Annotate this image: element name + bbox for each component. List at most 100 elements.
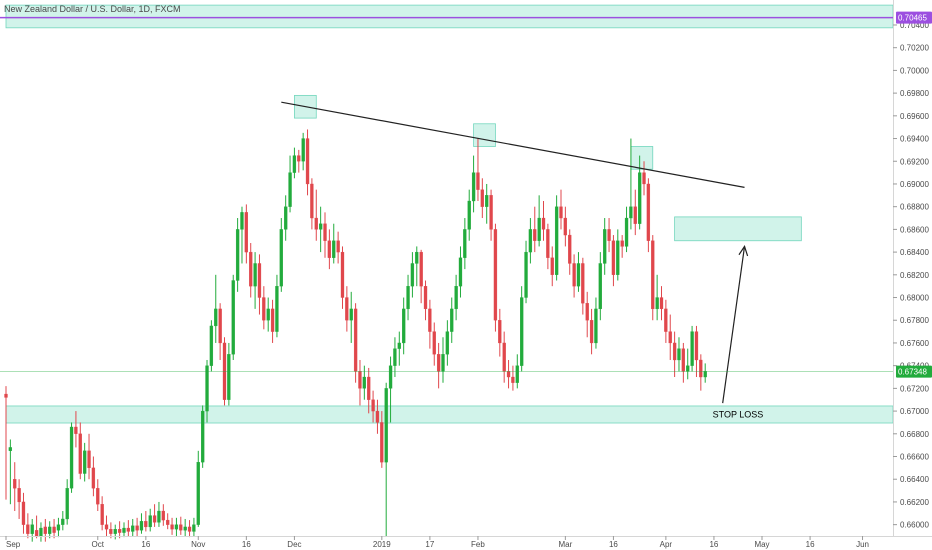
time-axis[interactable]: Sep Oct 16 Nov 16 Dec 2019 17 Feb Mar 16 Apr 16 May 16…: [5, 536, 869, 549]
candle-body: [393, 348, 397, 366]
price-tick-label: 0.66400: [900, 475, 929, 484]
candle-body: [520, 297, 524, 366]
candle-body: [13, 479, 17, 489]
candle-body: [454, 286, 458, 310]
time-tick-label: Feb: [471, 540, 485, 549]
time-tick-label: 16: [609, 540, 618, 549]
candle-body: [554, 206, 559, 275]
candle-body: [380, 422, 384, 463]
price-tick-label: 0.67200: [900, 384, 929, 393]
candle-body: [611, 240, 616, 275]
price-tick-label: 0.69000: [900, 180, 929, 189]
candle-body: [353, 308, 358, 372]
candle-body: [432, 331, 436, 355]
peak-box-2: [473, 123, 496, 147]
candle-body: [502, 342, 506, 372]
candle-body: [515, 365, 519, 383]
candle-body: [117, 529, 122, 533]
candle-body: [292, 155, 297, 173]
time-tick-label: Apr: [660, 540, 673, 549]
candle-body: [240, 212, 244, 230]
candle-body: [275, 286, 279, 332]
candle-body: [572, 263, 576, 287]
candle-body: [616, 240, 620, 275]
candle-body: [109, 529, 113, 534]
price-tick-label: 0.69600: [900, 112, 929, 121]
candle-body: [415, 251, 419, 264]
candle-body: [310, 183, 314, 219]
candle-body: [179, 524, 183, 531]
candle-body: [34, 530, 39, 537]
candle-body: [144, 521, 148, 528]
candle-body: [214, 308, 218, 327]
time-tick-label: Nov: [191, 540, 205, 549]
candle-body: [135, 525, 139, 531]
time-tick-label: Dec: [287, 540, 301, 549]
time-tick-label: 16: [709, 540, 718, 549]
candle-body: [541, 217, 546, 230]
candle-body: [301, 138, 305, 162]
candle-body: [270, 308, 275, 332]
candle-body: [39, 527, 43, 537]
candle-body: [253, 263, 257, 287]
candle-body: [161, 510, 165, 521]
target-zone: [674, 216, 802, 242]
candle-body: [83, 450, 87, 474]
price-tick-label: 0.70200: [900, 44, 929, 53]
time-tick-label: Jun: [856, 540, 869, 549]
candle-body: [690, 331, 694, 366]
current-price-tag: [896, 365, 932, 378]
price-tick-label: 0.67600: [900, 339, 929, 348]
candle-body: [375, 410, 380, 423]
peak-box-3: [630, 146, 654, 170]
candle-body: [397, 342, 401, 349]
candle-body: [305, 138, 310, 185]
candle-body: [524, 251, 528, 298]
candle-body: [664, 308, 668, 332]
candle-body: [668, 331, 672, 344]
candle-body: [589, 320, 594, 344]
candle-body: [249, 251, 253, 287]
price-tick-label: 0.69200: [900, 157, 929, 166]
candle-body: [152, 515, 157, 523]
candle-body: [576, 263, 581, 287]
candle-body: [546, 229, 550, 258]
candle-body: [100, 504, 104, 525]
candle-body: [69, 426, 74, 489]
candle-body: [655, 297, 659, 310]
candle-body: [314, 217, 318, 230]
candle-body: [441, 354, 445, 372]
trendline: [281, 101, 745, 188]
candle-body: [104, 524, 109, 530]
candle-body: [651, 240, 655, 310]
price-tick-label: 0.67800: [900, 316, 929, 325]
price-tick-label: 0.68000: [900, 294, 929, 303]
candle-body: [436, 354, 441, 372]
price-tick-label: 0.68800: [900, 203, 929, 212]
candle-body: [419, 251, 423, 287]
candle-body: [113, 529, 117, 534]
target-arrow-shaft: [722, 246, 746, 404]
candle-body: [638, 172, 642, 224]
candle-body: [4, 393, 8, 398]
candle-body: [458, 257, 463, 287]
candle-body: [358, 371, 362, 389]
price-tick-label: 0.68200: [900, 271, 929, 280]
candle-body: [323, 223, 327, 241]
price-tick-label: 0.70000: [900, 66, 929, 75]
candle-body: [568, 234, 572, 264]
candle-body: [74, 426, 78, 434]
candle-body: [61, 518, 65, 525]
candle-body: [297, 155, 301, 162]
candle-body: [485, 195, 489, 207]
candle-body: [402, 308, 406, 344]
price-tick-label: 0.68400: [900, 248, 929, 257]
candle-body: [345, 297, 349, 321]
candle-body: [126, 527, 131, 532]
candle-body: [489, 195, 493, 230]
candle-body: [200, 410, 205, 463]
candles-layer: [4, 129, 707, 542]
candle-body: [209, 325, 214, 366]
candle-body: [284, 206, 288, 230]
